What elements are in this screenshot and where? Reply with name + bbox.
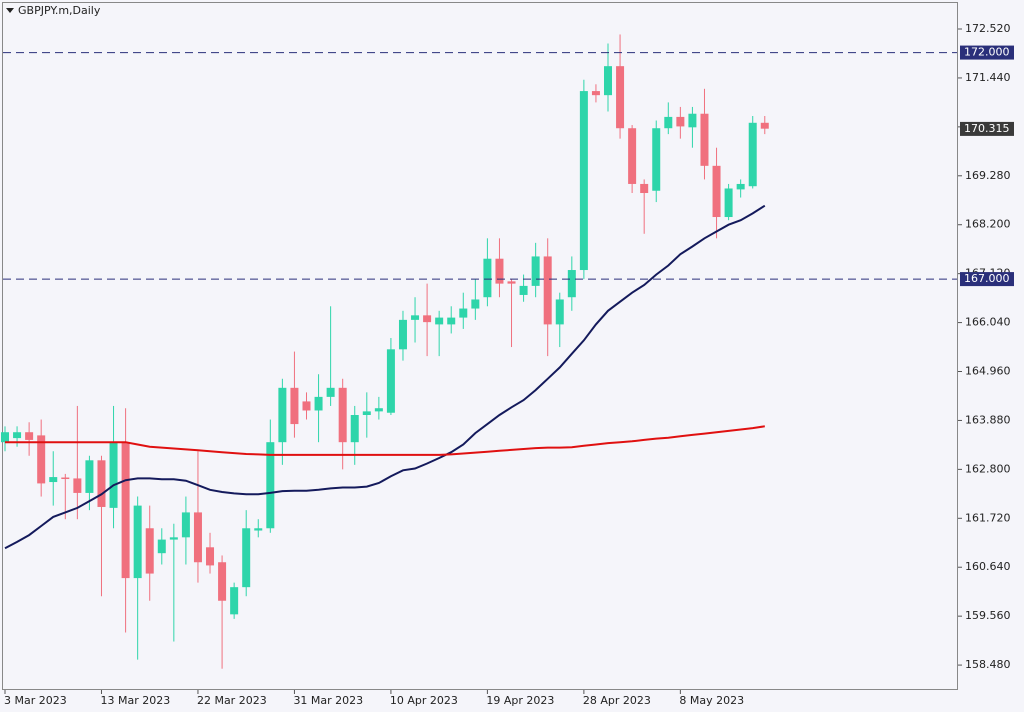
chart-title: GBPJPY.m,Daily	[18, 4, 101, 17]
y-tick-label: 166.040	[965, 316, 1011, 329]
candle-body	[760, 122, 769, 129]
y-tick-label: 164.960	[965, 365, 1011, 378]
candle-body	[218, 562, 227, 601]
candle-body	[591, 91, 600, 96]
candle-body	[398, 319, 407, 350]
x-tick-label: 8 May 2023	[679, 694, 744, 707]
price-label: 172.000	[964, 46, 1010, 59]
candle-body	[181, 512, 190, 538]
x-tick-label: 19 Apr 2023	[486, 694, 554, 707]
y-tick-label: 171.440	[965, 71, 1011, 84]
candle-body	[49, 477, 58, 483]
candle-body	[471, 299, 480, 309]
y-tick-label: 158.480	[965, 658, 1011, 671]
candle-body	[290, 387, 299, 425]
candle-body	[314, 396, 323, 411]
candle-body	[121, 442, 130, 579]
candle-body	[664, 116, 673, 129]
candle-body	[338, 387, 347, 443]
candle-body	[688, 113, 697, 128]
plot-frame	[2, 2, 958, 690]
candle-body	[435, 317, 444, 325]
candle-body	[25, 432, 34, 440]
candle-body	[350, 415, 359, 443]
y-tick-label: 161.720	[965, 511, 1011, 524]
y-tick-label: 172.520	[965, 22, 1011, 35]
candle-body	[507, 281, 516, 284]
candle-body	[326, 387, 335, 397]
x-tick-label: 13 Mar 2023	[100, 694, 170, 707]
y-tick-label: 159.560	[965, 609, 1011, 622]
candle-body	[483, 258, 492, 298]
candle-body	[519, 285, 528, 295]
candle-body	[254, 528, 263, 531]
candle-body	[266, 442, 275, 529]
candle-body	[495, 258, 504, 284]
candle-body	[748, 122, 757, 187]
y-tick-label: 163.880	[965, 413, 1011, 426]
candle-body	[386, 349, 395, 413]
candle-body	[712, 165, 721, 218]
candle-body	[109, 442, 118, 508]
candle-body	[423, 315, 432, 323]
candle-body	[37, 435, 46, 484]
price-label: 167.000	[964, 272, 1010, 285]
candle-body	[242, 528, 251, 588]
moving-average-line	[4, 204, 766, 550]
candle-body	[579, 91, 588, 271]
candle-body	[13, 432, 22, 439]
candle-body	[700, 113, 709, 166]
candle-body	[230, 587, 239, 615]
candle-body	[374, 408, 383, 412]
candle-body	[567, 270, 576, 298]
candle-body	[616, 66, 625, 129]
candle-body	[640, 183, 649, 194]
candle-body	[411, 315, 420, 320]
candle-body	[97, 460, 106, 507]
y-tick-label: 169.280	[965, 169, 1011, 182]
candle-body	[302, 401, 311, 411]
candle-body	[169, 537, 178, 540]
candle-body	[145, 528, 154, 574]
candle-body	[531, 256, 540, 286]
candle-body	[278, 387, 287, 443]
candle-body	[447, 317, 456, 325]
candle-body	[628, 128, 637, 184]
price-label-box	[960, 272, 1014, 287]
moving-average-line	[5, 425, 765, 456]
menu-icon	[6, 8, 14, 13]
candle-body	[1, 432, 9, 443]
candle-body	[652, 128, 661, 191]
candle-body	[85, 460, 94, 493]
x-tick-label: 3 Mar 2023	[4, 694, 67, 707]
x-tick-label: 31 Mar 2023	[293, 694, 363, 707]
candle-body	[193, 512, 202, 563]
candle-body	[206, 547, 215, 566]
candle-body	[61, 477, 70, 480]
candle-body	[555, 299, 564, 325]
y-tick-label: 168.200	[965, 218, 1011, 231]
x-tick-label: 10 Apr 2023	[390, 694, 458, 707]
y-tick-label: 162.800	[965, 462, 1011, 475]
candle-body	[362, 411, 371, 416]
current-price-label: 170.315	[964, 122, 1010, 135]
candle-body	[724, 188, 733, 218]
x-tick-label: 28 Apr 2023	[583, 694, 651, 707]
candle-body	[459, 308, 468, 318]
candle-body	[604, 66, 612, 96]
candle-body	[736, 183, 745, 190]
x-tick-label: 22 Mar 2023	[197, 694, 267, 707]
y-tick-label: 160.640	[965, 560, 1011, 573]
candle-body	[676, 116, 685, 127]
candle-body	[73, 478, 82, 493]
candle-body	[543, 256, 552, 325]
candle-body	[133, 505, 142, 579]
price-label-box	[960, 45, 1014, 60]
current-price-box	[960, 121, 1014, 136]
candle-body	[157, 539, 166, 554]
